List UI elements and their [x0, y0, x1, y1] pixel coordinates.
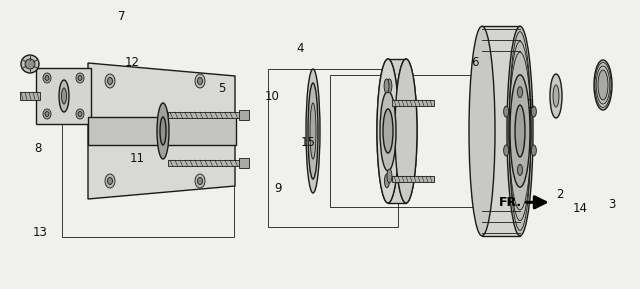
- Text: 10: 10: [264, 90, 280, 103]
- Ellipse shape: [507, 26, 533, 236]
- Ellipse shape: [387, 79, 392, 93]
- Ellipse shape: [105, 174, 115, 188]
- Ellipse shape: [550, 74, 562, 118]
- Text: FR.: FR.: [499, 196, 522, 209]
- Ellipse shape: [45, 112, 49, 116]
- Ellipse shape: [510, 75, 530, 187]
- Ellipse shape: [377, 59, 399, 203]
- Ellipse shape: [105, 74, 115, 88]
- Ellipse shape: [108, 77, 113, 84]
- Bar: [482, 26, 520, 236]
- Ellipse shape: [306, 69, 320, 193]
- Ellipse shape: [531, 145, 536, 156]
- Ellipse shape: [515, 105, 525, 157]
- Ellipse shape: [594, 60, 612, 110]
- Ellipse shape: [43, 109, 51, 119]
- Ellipse shape: [598, 70, 608, 100]
- Ellipse shape: [59, 80, 69, 112]
- Text: 12: 12: [125, 55, 140, 68]
- Ellipse shape: [160, 117, 166, 145]
- Bar: [62, 89, 234, 237]
- Text: 8: 8: [35, 142, 42, 155]
- Ellipse shape: [553, 85, 559, 107]
- Ellipse shape: [518, 164, 522, 175]
- Bar: [330, 75, 485, 207]
- Ellipse shape: [385, 174, 390, 188]
- Ellipse shape: [78, 112, 82, 116]
- Ellipse shape: [76, 73, 84, 83]
- Ellipse shape: [384, 79, 389, 93]
- Text: 6: 6: [471, 55, 479, 68]
- Ellipse shape: [108, 177, 113, 184]
- Ellipse shape: [45, 75, 49, 81]
- Text: 4: 4: [296, 42, 304, 55]
- Ellipse shape: [469, 26, 495, 236]
- Ellipse shape: [43, 73, 51, 83]
- Ellipse shape: [387, 169, 392, 183]
- Ellipse shape: [198, 77, 202, 84]
- Ellipse shape: [531, 106, 536, 117]
- Ellipse shape: [78, 75, 82, 81]
- Bar: [168, 112, 240, 118]
- Ellipse shape: [25, 59, 35, 69]
- Ellipse shape: [76, 109, 84, 119]
- Bar: [268, 69, 398, 227]
- Ellipse shape: [195, 74, 205, 88]
- Text: 15: 15: [301, 136, 316, 149]
- Text: 1: 1: [526, 99, 534, 112]
- Ellipse shape: [157, 103, 169, 159]
- Bar: [20, 92, 40, 100]
- Ellipse shape: [504, 145, 509, 156]
- Ellipse shape: [61, 88, 67, 104]
- Ellipse shape: [383, 109, 393, 153]
- Text: 2: 2: [556, 188, 564, 201]
- Bar: [168, 160, 240, 166]
- Ellipse shape: [195, 174, 205, 188]
- Bar: [239, 110, 249, 120]
- Bar: [88, 117, 236, 145]
- Ellipse shape: [395, 59, 417, 203]
- Text: 9: 9: [275, 181, 282, 194]
- Text: 7: 7: [118, 10, 125, 23]
- Ellipse shape: [21, 55, 39, 73]
- Text: 14: 14: [573, 201, 588, 214]
- Bar: [392, 176, 434, 182]
- Polygon shape: [88, 63, 235, 199]
- Text: 11: 11: [129, 151, 145, 164]
- Bar: [392, 100, 434, 106]
- Ellipse shape: [395, 59, 417, 203]
- Bar: [388, 59, 406, 203]
- Text: 5: 5: [218, 81, 226, 95]
- Bar: [239, 158, 249, 168]
- Ellipse shape: [198, 177, 202, 184]
- Text: 13: 13: [33, 225, 47, 238]
- Ellipse shape: [518, 87, 522, 98]
- Text: 3: 3: [608, 199, 616, 212]
- Ellipse shape: [308, 83, 318, 179]
- Ellipse shape: [377, 59, 399, 203]
- Ellipse shape: [310, 103, 316, 159]
- FancyBboxPatch shape: [36, 68, 91, 124]
- Ellipse shape: [504, 106, 509, 117]
- Ellipse shape: [380, 91, 396, 171]
